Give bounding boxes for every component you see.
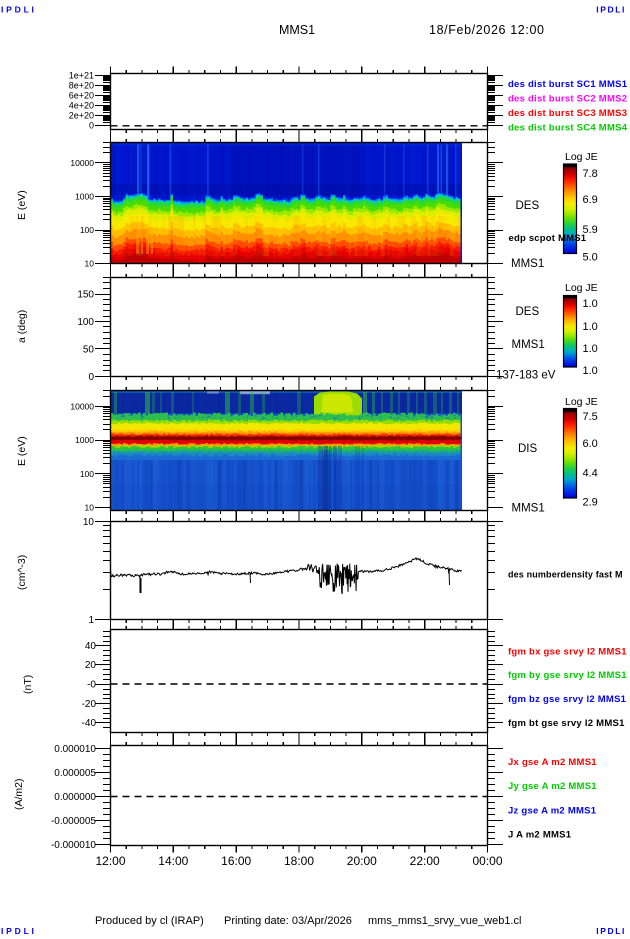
svg-text:6.9: 6.9 [583,194,598,206]
svg-text:MMS1: MMS1 [279,23,315,37]
svg-text:des numberdensity fast M: des numberdensity fast M [508,570,623,580]
svg-text:des dist burst SC3 MMS3: des dist burst SC3 MMS3 [508,108,627,119]
svg-text:fgm bx gse srvy l2 MMS1: fgm bx gse srvy l2 MMS1 [508,647,627,658]
svg-text:0.000005: 0.000005 [54,768,96,779]
svg-text:7.5: 7.5 [583,411,598,423]
svg-text:(nT): (nT) [22,675,34,694]
svg-text:10: 10 [85,503,95,513]
svg-text:2e+20: 2e+20 [69,111,94,121]
svg-text:22:00: 22:00 [410,854,440,868]
svg-text:150: 150 [77,290,94,301]
svg-text:MMS1: MMS1 [511,258,544,270]
svg-text:4e+20: 4e+20 [69,101,94,111]
svg-text:MMS1: MMS1 [512,339,545,351]
svg-text:5.0: 5.0 [583,252,598,264]
svg-text:IPDLI: IPDLI [1,5,37,15]
svg-text:100: 100 [80,225,94,235]
svg-text:1.0: 1.0 [583,365,598,377]
svg-text:6e+20: 6e+20 [69,91,94,101]
svg-text:1.0: 1.0 [583,321,598,333]
svg-text:12:00: 12:00 [95,854,125,868]
svg-text:DIS: DIS [518,443,538,455]
svg-text:Log JE: Log JE [565,396,598,408]
svg-text:des dist burst SC2 MMS2: des dist burst SC2 MMS2 [508,94,627,105]
svg-text:0: 0 [89,121,94,131]
svg-text:0.000010: 0.000010 [54,744,96,755]
svg-text:20:00: 20:00 [347,854,377,868]
svg-text:100: 100 [77,317,94,328]
svg-text:6.0: 6.0 [583,438,598,450]
svg-text:J A m2 MMS1: J A m2 MMS1 [508,830,572,841]
svg-text:5.9: 5.9 [583,224,598,236]
svg-text:4.4: 4.4 [583,468,598,480]
svg-text:MMS1: MMS1 [512,503,545,515]
svg-text:7.8: 7.8 [583,168,598,180]
svg-text:-0.000005: -0.000005 [51,816,96,827]
svg-text:40: 40 [85,641,97,652]
svg-text:20: 20 [85,660,97,671]
svg-text:-20: -20 [82,699,97,710]
svg-text:10: 10 [83,517,95,528]
svg-text:100: 100 [80,469,94,479]
svg-text:DES: DES [516,200,540,212]
svg-text:IPDLI: IPDLI [596,5,626,15]
svg-text:E (eV): E (eV) [16,436,28,466]
svg-text:Log JE: Log JE [565,282,598,294]
svg-text:IPDLI: IPDLI [1,926,37,934]
svg-text:Jz gse A m2 MMS1: Jz gse A m2 MMS1 [508,806,597,817]
svg-text:1000: 1000 [75,435,94,445]
svg-text:00:00: 00:00 [472,854,502,868]
svg-text:1.0: 1.0 [583,343,598,355]
svg-text:1.0: 1.0 [583,298,598,310]
svg-text:0: 0 [88,372,94,383]
svg-text:16:00: 16:00 [221,854,251,868]
svg-text:(A/m2): (A/m2) [13,779,25,811]
svg-text:50: 50 [83,345,95,356]
svg-text:E (eV): E (eV) [16,190,28,220]
svg-text:Log JE: Log JE [565,151,598,163]
svg-text:IPDLI: IPDLI [596,926,626,934]
svg-text:fgm bz gse srvy l2 MMS1: fgm bz gse srvy l2 MMS1 [508,694,627,705]
svg-text:des dist burst SC1 MMS1: des dist burst SC1 MMS1 [508,79,628,90]
svg-text:(cm^-3): (cm^-3) [16,555,28,590]
svg-text:Jy gse A m2 MMS1: Jy gse A m2 MMS1 [508,781,597,792]
svg-text:8e+20: 8e+20 [69,81,94,91]
svg-text:Jx gse A m2 MMS1: Jx gse A m2 MMS1 [508,757,597,768]
svg-text:edp scpot MMS1: edp scpot MMS1 [509,233,587,244]
svg-text:Printing date: 03/Apr/2026: Printing date: 03/Apr/2026 [224,915,352,927]
svg-text:fgm by gse srvy l2 MMS1: fgm by gse srvy l2 MMS1 [508,670,627,681]
svg-text:10000: 10000 [70,158,94,168]
svg-text:18/Feb/2026 12:00: 18/Feb/2026 12:00 [429,23,544,37]
svg-text:0.000000: 0.000000 [54,792,96,803]
svg-text:-0: -0 [87,680,96,691]
svg-text:-0.000010: -0.000010 [51,840,96,851]
svg-text:18:00: 18:00 [284,854,314,868]
svg-text:10: 10 [85,259,95,269]
svg-text:2.9: 2.9 [583,497,598,509]
svg-text:des dist burst SC4 MMS4: des dist burst SC4 MMS4 [508,123,628,134]
svg-text:137-183 eV: 137-183 eV [496,370,556,382]
svg-text:14:00: 14:00 [158,854,188,868]
svg-text:DES: DES [516,306,540,318]
svg-text:a (deg): a (deg) [16,310,28,343]
svg-text:1: 1 [88,615,94,626]
svg-text:10000: 10000 [70,401,94,411]
svg-text:1000: 1000 [75,192,94,202]
svg-text:-40: -40 [82,718,97,729]
svg-text:mms_mms1_srvy_vue_web1.cl: mms_mms1_srvy_vue_web1.cl [368,915,521,927]
svg-text:1e+21: 1e+21 [69,71,94,81]
svg-text:fgm bt gse srvy l2 MMS1: fgm bt gse srvy l2 MMS1 [508,718,625,729]
svg-text:Produced by cl (IRAP): Produced by cl (IRAP) [95,915,204,927]
